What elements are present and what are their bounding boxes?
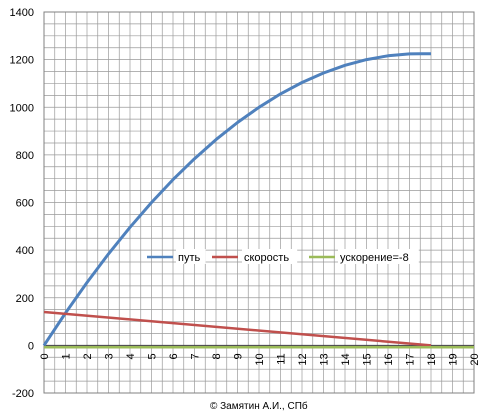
x-tick-label: 18 [426, 353, 438, 365]
x-tick-label: 15 [362, 353, 374, 365]
series-lines [42, 52, 474, 349]
x-tick-label: 7 [190, 353, 202, 359]
legend-label-bg [338, 249, 419, 264]
y-tick-label: 1200 [10, 55, 34, 67]
series-line-2 [43, 310, 432, 347]
x-tick-label: 13 [319, 353, 331, 365]
x-tick-label: 11 [276, 353, 288, 364]
grid [43, 11, 475, 394]
x-tick-label: 17 [405, 353, 417, 365]
x-tick-label: 1 [61, 353, 73, 359]
x-tick-label: 12 [297, 353, 309, 365]
y-tick-label: 1000 [10, 102, 34, 114]
x-tick-label: 3 [104, 353, 116, 359]
legend-label-bg [176, 249, 206, 264]
y-tick-label: 200 [16, 293, 34, 305]
x-tick-label: 6 [168, 353, 180, 359]
y-tick-label: 800 [16, 150, 34, 162]
legend-label: ускорение=-8 [340, 252, 409, 264]
x-tick-label: 5 [147, 353, 159, 359]
series-line-1 [42, 52, 431, 347]
plot-border [43, 11, 475, 394]
x-tick-label: 10 [254, 353, 266, 365]
x-tick-label: 19 [448, 353, 460, 365]
x-tick-label: 0 [39, 353, 51, 359]
y-tick-label: 600 [16, 198, 34, 210]
x-tick-label: 16 [383, 353, 395, 365]
x-tick-label: 8 [211, 353, 223, 359]
x-tick-label: 2 [82, 353, 94, 359]
legend-label-bg [242, 249, 298, 264]
y-tick-label: 1400 [10, 7, 34, 19]
legend-label: скорость [244, 252, 289, 264]
x-tick-label: 9 [233, 353, 245, 359]
x-tick-label: 4 [125, 353, 137, 359]
credit-text: © Замятин А.И., СПб [210, 400, 308, 412]
y-tick-label: 400 [16, 245, 34, 257]
y-tick-label: 0 [28, 340, 34, 352]
x-tick-label: 20 [469, 353, 481, 365]
legend-label: путь [178, 252, 200, 264]
y-tick-label: -200 [12, 388, 34, 400]
x-tick-label: 14 [340, 353, 352, 365]
legend: путь скорость ускорение=-8 [147, 249, 419, 264]
